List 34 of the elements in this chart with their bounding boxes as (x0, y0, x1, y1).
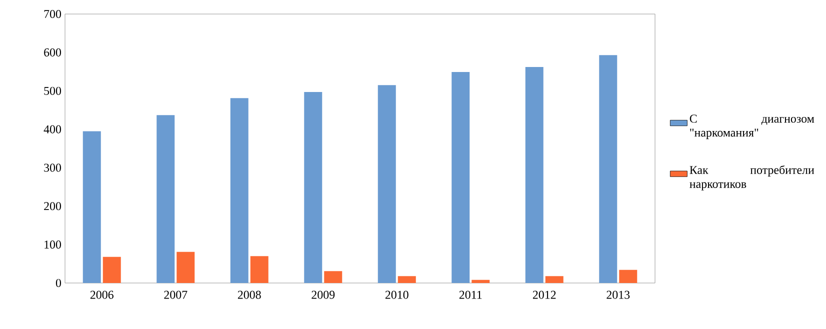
x-tick-label: 2009 (312, 290, 335, 299)
bar (378, 85, 396, 283)
bar (250, 256, 268, 283)
bar (472, 280, 490, 283)
y-tick-label: 200 (44, 202, 62, 210)
x-tick-label: 2013 (606, 290, 630, 299)
bar (619, 270, 638, 283)
bar (156, 115, 175, 283)
bar (545, 276, 564, 283)
y-tick-label: 300 (44, 164, 62, 172)
bar (398, 276, 416, 283)
bar (324, 271, 342, 283)
legend-label: Как потребители наркотиков (690, 165, 814, 190)
y-tick-label: 400 (44, 125, 62, 134)
text: С диагнозом "наркомания" (690, 114, 814, 140)
bar (599, 55, 618, 283)
bar (102, 256, 121, 283)
bar (230, 98, 248, 283)
x-tick-label: 2007 (164, 290, 188, 299)
x-tick-label: 2012 (532, 290, 556, 299)
x-tick-label: 2006 (90, 290, 114, 299)
bar (452, 72, 470, 283)
bar (82, 131, 101, 283)
y-tick-label: 500 (44, 86, 62, 95)
y-tick-label: 600 (44, 48, 62, 56)
x-tick-label: 2011 (459, 290, 482, 299)
y-tick-label: 100 (44, 240, 62, 249)
y-tick-label: 700 (44, 10, 62, 18)
bar (304, 92, 322, 283)
x-tick-label: 2010 (385, 290, 408, 299)
bar (525, 67, 544, 283)
x-tick-label: 2008 (238, 290, 261, 299)
y-tick-label: 0 (56, 278, 62, 288)
bar (176, 252, 195, 283)
